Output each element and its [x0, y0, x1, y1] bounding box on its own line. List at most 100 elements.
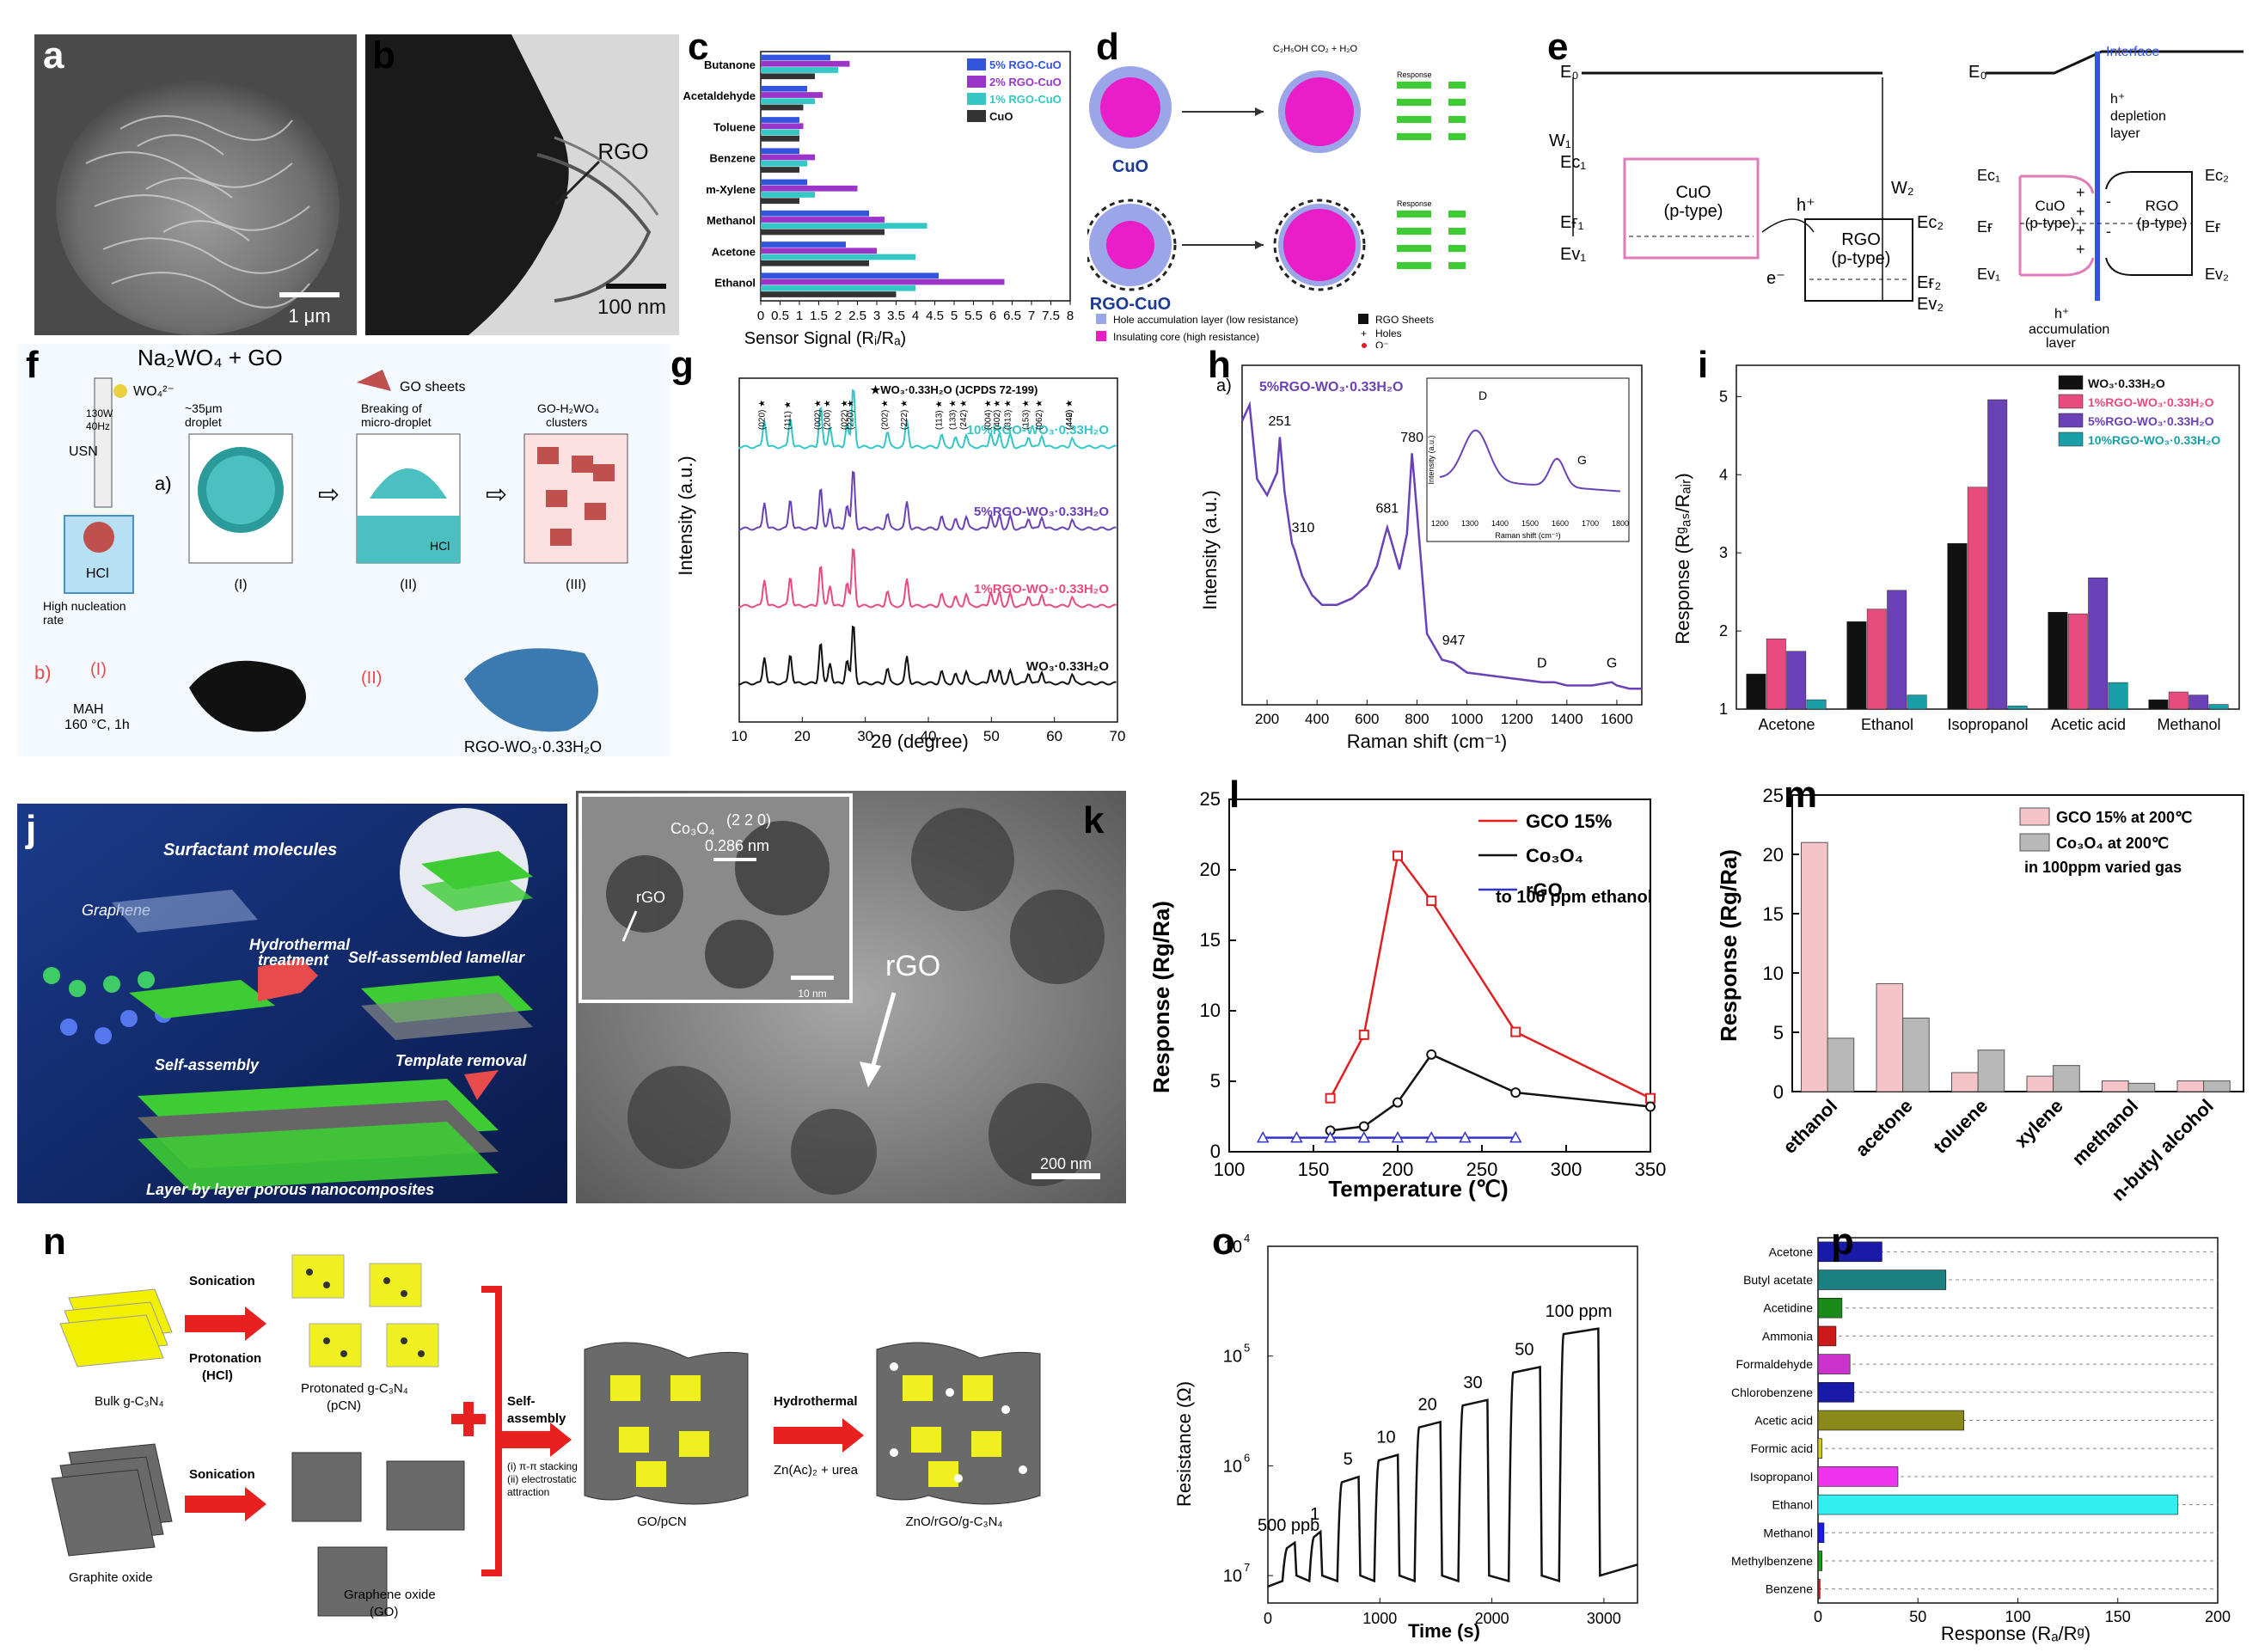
o-resistance-line	[1267, 1327, 1638, 1588]
chart-g: Intensity (a.u.) 2θ (degree) ★WO₃·0.33H₂…	[675, 377, 1125, 752]
panel-m: Response (Rg/Ra) in 100ppm varied gas 0 5…	[1676, 774, 2261, 1221]
l-marker	[1357, 1131, 1371, 1143]
n-go1: Graphene oxide	[344, 1588, 436, 1602]
svg-text:-: -	[2106, 193, 2111, 210]
d-legend-hole: Hole accumulation layer (low resistance)	[1113, 314, 1298, 326]
l-marker	[1510, 1026, 1521, 1037]
l-ytick-label: 25	[1200, 788, 1221, 810]
panel-l: Response (Rg/Ra) Temperature (℃) to 100 …	[1135, 774, 1668, 1203]
e-Ev2-left: Eᴠ₂	[1917, 295, 1944, 314]
c-bar	[761, 291, 897, 297]
i-bar	[1967, 486, 1987, 710]
e-Ev1-right: Eᴠ₁	[1977, 266, 2000, 283]
p-category-label: Ethanol	[1772, 1498, 1813, 1512]
c-legend-label: 2% RGO-CuO	[989, 76, 1062, 89]
k-hkl: (2 2 0)	[726, 811, 771, 829]
h-spectrum-line	[1240, 401, 1642, 690]
h-inset-xtick-label: 1200	[1431, 519, 1448, 528]
c-bar	[761, 248, 877, 254]
f-hcl2: HCl	[430, 539, 450, 553]
n-go2: (GO)	[370, 1605, 398, 1619]
f-product: RGO-WO₃·0.33H₂O	[464, 738, 602, 756]
m-legend-swatch	[2019, 833, 2050, 852]
p-xlabel: Response (Rₐ/Rᵍ)	[1941, 1623, 2091, 1644]
h-inset-D: D	[1478, 389, 1487, 402]
l-ylabel: Response (Rg/Ra)	[1148, 901, 1174, 1093]
g-series-label: 5%RGO-WO₃·0.33H₂O	[974, 505, 1109, 519]
e-ptype2-left: (p-type)	[1832, 249, 1891, 268]
l-marker	[1290, 1131, 1303, 1143]
k-scale-inset: 10 nm	[798, 988, 826, 1000]
e-accumulation: accumulation	[2029, 322, 2109, 337]
n-stack3: attraction	[507, 1486, 549, 1498]
h-xlabel: Raman shift (cm⁻¹)	[1347, 731, 1507, 752]
m-bar	[2127, 1082, 2156, 1092]
l-marker	[1459, 1131, 1472, 1143]
panel-p: Response (Rₐ/Rᵍ) Acetone Butyl acetate Ace…	[1659, 1221, 2261, 1646]
f-hcl: HCl	[86, 566, 109, 581]
h-prefix: a)	[1216, 376, 1232, 395]
c-legend-swatch	[967, 93, 986, 105]
g-xtick-label: 60	[1046, 728, 1062, 744]
l-marker	[1426, 896, 1437, 907]
c-xtick-label: 7	[1028, 309, 1035, 323]
l-xtick-label: 150	[1298, 1159, 1330, 1180]
e-Ec1-right: Eᴄ₁	[1977, 167, 2000, 184]
k-scale: 200 nm	[1040, 1155, 1092, 1172]
i-legend-label: 5%RGO-WO₃·0.33H₂O	[2088, 414, 2214, 428]
f-droplet2: droplet	[185, 415, 222, 429]
c-bar	[761, 135, 799, 142]
m-bar	[2203, 1080, 2231, 1092]
g-hkl-label: (020) ★	[757, 400, 767, 430]
c-bar	[761, 60, 850, 67]
k-d: 0.286 nm	[705, 837, 769, 854]
c-category-label: Acetone	[712, 245, 756, 258]
o-plot-frame	[1267, 1245, 1638, 1604]
g-pattern-line	[738, 470, 1117, 531]
c-bar	[761, 85, 807, 92]
chart-i: Response (Rᵍₐₛ/Rₐᵢᵣ) 1 2 3 4 5 Acetone Ethanol…	[1672, 364, 2240, 733]
p-xtick-label: 150	[2105, 1608, 2131, 1625]
n-sonication1: Sonication	[189, 1274, 255, 1288]
p-bar	[1817, 1551, 1822, 1571]
h-inset-xtick-label: 1300	[1461, 519, 1478, 528]
l-ytick-label: 10	[1200, 1000, 1221, 1021]
i-bar	[1786, 651, 1807, 710]
p-category-label: Methanol	[1763, 1526, 1813, 1539]
i-bar	[1746, 673, 1766, 710]
c-bar	[761, 210, 869, 217]
c-bar	[761, 179, 807, 186]
e-cuo-right: CuO	[2035, 198, 2066, 214]
e-layer-top: layer	[2110, 126, 2140, 141]
panel-n: Bulk g-C₃N₄ Sonication Protonation (HCl)…	[17, 1221, 1160, 1633]
g-hkl-label: (220) ★	[847, 400, 856, 430]
h-inset-xtick-label: 1500	[1521, 519, 1539, 528]
panel-label-i: i	[1698, 344, 1709, 386]
l-xtick-label: 200	[1382, 1159, 1414, 1180]
h-peak-label: 780	[1400, 431, 1423, 445]
i-ylabel: Response (Rᵍₐₛ/Rₐᵢᵣ)	[1672, 473, 1693, 644]
e-Ef-right: Eғ	[2205, 218, 2221, 236]
i-ytick-label: 5	[1719, 388, 1728, 405]
c-bar	[761, 104, 804, 111]
p-category-label: Acetic acid	[1754, 1414, 1813, 1428]
l-marker	[1391, 1131, 1405, 1143]
f-stepb: b)	[34, 662, 52, 683]
n-hcl: (HCl)	[202, 1368, 233, 1383]
c-category-label: Toluene	[713, 120, 756, 133]
m-legend-label: Co₃O₄ at 200℃	[2056, 835, 2169, 852]
panel-h: a) 5%RGO-WO₃·0.33H₂O Intensity (a.u.) Ra…	[1135, 344, 1650, 756]
f-wo4: WO₄²⁻	[133, 384, 174, 399]
m-category-label: acetone	[1851, 1095, 1916, 1160]
panel-f: Na₂WO₄ + GO WO₄²⁻ GO sheets 130W 40Hz US…	[17, 344, 670, 756]
n-stack1: (i) π-π stacking	[507, 1460, 578, 1472]
l-legend-label: Co₃O₄	[1526, 845, 1583, 866]
f-clusters: clusters	[546, 415, 587, 429]
o-ytick-exp: 4	[1244, 1232, 1250, 1245]
d-legend-core: Insulating core (high resistance)	[1113, 331, 1259, 343]
panel-o: Resistance (Ω) Time (s) 0 1000 2000 3000 10 4…	[1160, 1221, 1650, 1646]
f-precursor: Na₂WO₄ + GO	[138, 345, 283, 370]
g-hkl-label: (133) ★	[949, 400, 958, 430]
o-xtick-label: 0	[1264, 1610, 1272, 1627]
e-Ef1: Eғ₁	[1560, 213, 1584, 232]
